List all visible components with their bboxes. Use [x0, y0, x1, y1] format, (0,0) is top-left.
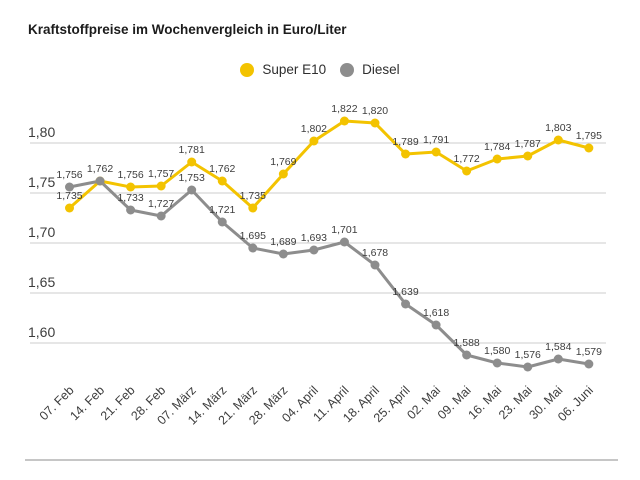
- data-point-dot: [156, 181, 166, 191]
- value-label: 1,787: [515, 138, 541, 150]
- value-label: 1,781: [179, 144, 205, 156]
- data-point-dot: [339, 237, 349, 247]
- data-point-dot: [309, 245, 319, 255]
- y-tick-label: 1,80: [28, 124, 55, 140]
- value-label: 1,678: [362, 247, 388, 259]
- value-label: 1,784: [484, 141, 510, 153]
- value-label: 1,735: [56, 190, 82, 202]
- x-tick-label: 02. Mai: [404, 383, 443, 422]
- data-point-dot: [248, 243, 258, 253]
- value-label: 1,795: [576, 130, 602, 142]
- legend-dot-super-e10-icon: [240, 62, 255, 77]
- data-point-dot: [248, 203, 258, 213]
- data-point-dot: [401, 299, 411, 309]
- data-point-dot: [553, 135, 563, 145]
- y-tick-label: 1,70: [28, 224, 55, 240]
- legend-item-diesel: Diesel: [340, 62, 400, 77]
- value-label: 1,695: [240, 230, 266, 242]
- legend-label-diesel: Diesel: [362, 62, 400, 77]
- value-label: 1,618: [423, 307, 449, 319]
- series-value-labels-super-e10: 1,735 1,762 1,756 1,757 1,781 1,762 1,735 1,769…: [56, 103, 602, 202]
- value-label: 1,756: [117, 169, 143, 181]
- data-point-dot: [584, 143, 594, 153]
- legend-dot-diesel-icon: [340, 62, 355, 77]
- data-point-dot: [492, 358, 502, 368]
- value-label: 1,822: [331, 103, 357, 115]
- data-point-dot: [187, 185, 197, 195]
- value-label: 1,772: [454, 153, 480, 165]
- value-label: 1,756: [56, 169, 82, 181]
- y-tick-label: 1,75: [28, 174, 55, 190]
- data-point-dot: [462, 350, 472, 360]
- value-label: 1,789: [392, 136, 418, 148]
- value-label: 1,762: [209, 163, 235, 175]
- data-point-dot: [95, 176, 105, 186]
- chart-title: Kraftstoffpreise im Wochenvergleich in E…: [28, 22, 347, 37]
- value-label: 1,584: [545, 341, 571, 353]
- value-label: 1,753: [179, 172, 205, 184]
- series-line-diesel: [68, 179, 591, 369]
- data-point-dot: [492, 154, 502, 164]
- data-point-dot: [156, 211, 166, 221]
- y-grid: 1,80 1,75 1,70 1,65 1,60: [28, 124, 606, 344]
- legend-item-super-e10: Super E10: [240, 62, 326, 77]
- value-label: 1,733: [117, 192, 143, 204]
- data-point-dot: [523, 151, 533, 161]
- data-point-dot: [65, 203, 74, 213]
- data-point-dot: [278, 169, 288, 179]
- data-point-dot: [309, 136, 319, 146]
- y-tick-label: 1,65: [28, 274, 55, 290]
- data-point-dot: [65, 182, 74, 192]
- value-label: 1,576: [515, 349, 541, 361]
- chart-legend: Super E10 Diesel: [0, 62, 640, 77]
- x-tick-label: 23. Mai: [496, 383, 535, 422]
- legend-label-super-e10: Super E10: [262, 62, 327, 77]
- value-label: 1,762: [87, 163, 113, 175]
- value-label: 1,820: [362, 105, 388, 117]
- data-point-dot: [584, 359, 594, 369]
- x-tick-label: 16. Mai: [465, 383, 504, 422]
- value-label: 1,580: [484, 345, 510, 357]
- data-point-dot: [462, 166, 472, 176]
- data-point-dot: [278, 249, 288, 259]
- value-label: 1,639: [392, 286, 418, 298]
- value-label: 1,579: [576, 346, 602, 358]
- x-tick-label: 09. Mai: [435, 383, 474, 422]
- data-point-dot: [553, 354, 563, 364]
- data-point-dot: [431, 147, 441, 157]
- data-point-dot: [187, 157, 197, 167]
- series-value-labels-diesel: 1,756 1,733 1,727 1,753 1,721 1,695 1,689 1,693…: [56, 169, 602, 361]
- data-point-dot: [217, 217, 227, 227]
- value-label: 1,757: [148, 168, 174, 180]
- data-point-dot: [523, 362, 533, 372]
- value-label: 1,701: [331, 224, 357, 236]
- data-point-dot: [370, 118, 380, 128]
- data-point-dot: [370, 260, 380, 270]
- value-label: 1,802: [301, 123, 327, 135]
- value-label: 1,791: [423, 134, 449, 146]
- value-label: 1,721: [209, 204, 235, 216]
- data-point-dot: [401, 149, 411, 159]
- y-tick-label: 1,60: [28, 324, 55, 340]
- value-label: 1,803: [545, 122, 571, 134]
- value-label: 1,769: [270, 156, 296, 168]
- value-label: 1,727: [148, 198, 174, 210]
- data-point-dot: [217, 176, 227, 186]
- value-label: 1,693: [301, 232, 327, 244]
- series-line-super-e10: [68, 119, 591, 210]
- data-point-dot: [126, 205, 136, 215]
- value-label: 1,735: [240, 190, 266, 202]
- value-label: 1,689: [270, 236, 296, 248]
- data-point-dot: [339, 116, 349, 126]
- data-point-dot: [126, 182, 136, 192]
- series-dots-diesel: [65, 176, 594, 372]
- value-label: 1,588: [454, 337, 480, 349]
- data-point-dot: [431, 320, 441, 330]
